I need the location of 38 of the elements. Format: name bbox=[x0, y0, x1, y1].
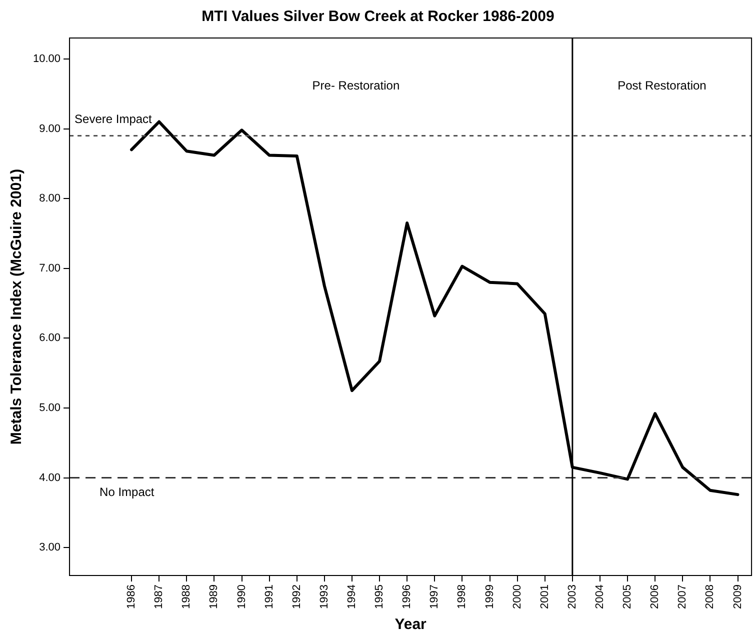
x-tick-label: 1999 bbox=[484, 584, 496, 610]
x-tick-label: 1991 bbox=[263, 584, 276, 610]
x-tick-label: 2000 bbox=[511, 584, 524, 610]
x-tick-label: 1994 bbox=[346, 584, 358, 610]
ref-line-label: Severe Impact bbox=[74, 112, 153, 126]
ref-line-label: No Impact bbox=[100, 485, 155, 500]
y-tick-label: 3.00 bbox=[39, 542, 61, 554]
y-tick-label: 4.00 bbox=[39, 472, 61, 484]
x-tick-label: 1988 bbox=[180, 584, 193, 610]
y-tick-label: 7.00 bbox=[39, 262, 61, 274]
y-tick-label: 8.00 bbox=[39, 192, 61, 205]
x-tick-label: 2006 bbox=[649, 584, 662, 610]
chart-title: MTI Values Silver Bow Creek at Rocker 1986-2009 bbox=[202, 8, 554, 26]
y-tick-label: 9.00 bbox=[39, 122, 61, 135]
x-tick-label: 2004 bbox=[594, 584, 606, 610]
x-tick-label: 1990 bbox=[236, 584, 248, 610]
x-tick-label: 1992 bbox=[290, 584, 303, 610]
y-tick-label: 6.00 bbox=[39, 332, 61, 344]
y-tick-label: 10.00 bbox=[32, 52, 61, 65]
x-tick-label: 2008 bbox=[704, 584, 716, 610]
x-tick-label: 2001 bbox=[538, 584, 551, 610]
x-tick-label: 2007 bbox=[676, 584, 689, 610]
y-tick-label: 5.00 bbox=[39, 402, 61, 414]
x-tick-label: 2009 bbox=[732, 584, 744, 610]
x-tick-label: 1986 bbox=[126, 584, 138, 610]
x-axis-title: Year bbox=[394, 616, 427, 634]
x-tick-label: 2003 bbox=[566, 584, 578, 610]
x-tick-label: 1989 bbox=[208, 584, 220, 610]
annotation: Post Restoration bbox=[618, 78, 706, 92]
annotation: Pre- Restoration bbox=[312, 78, 400, 92]
x-tick-label: 1996 bbox=[401, 584, 414, 610]
x-tick-label: 1987 bbox=[153, 584, 166, 610]
x-tick-label: 1998 bbox=[456, 584, 468, 610]
x-tick-label: 1997 bbox=[428, 584, 441, 610]
x-tick-label: 1995 bbox=[374, 584, 386, 610]
x-tick-label: 2005 bbox=[622, 584, 634, 610]
x-tick-label: 1993 bbox=[318, 584, 330, 610]
y-axis-title: Metals Tolerance Index (McGuire 2001) bbox=[8, 168, 26, 445]
